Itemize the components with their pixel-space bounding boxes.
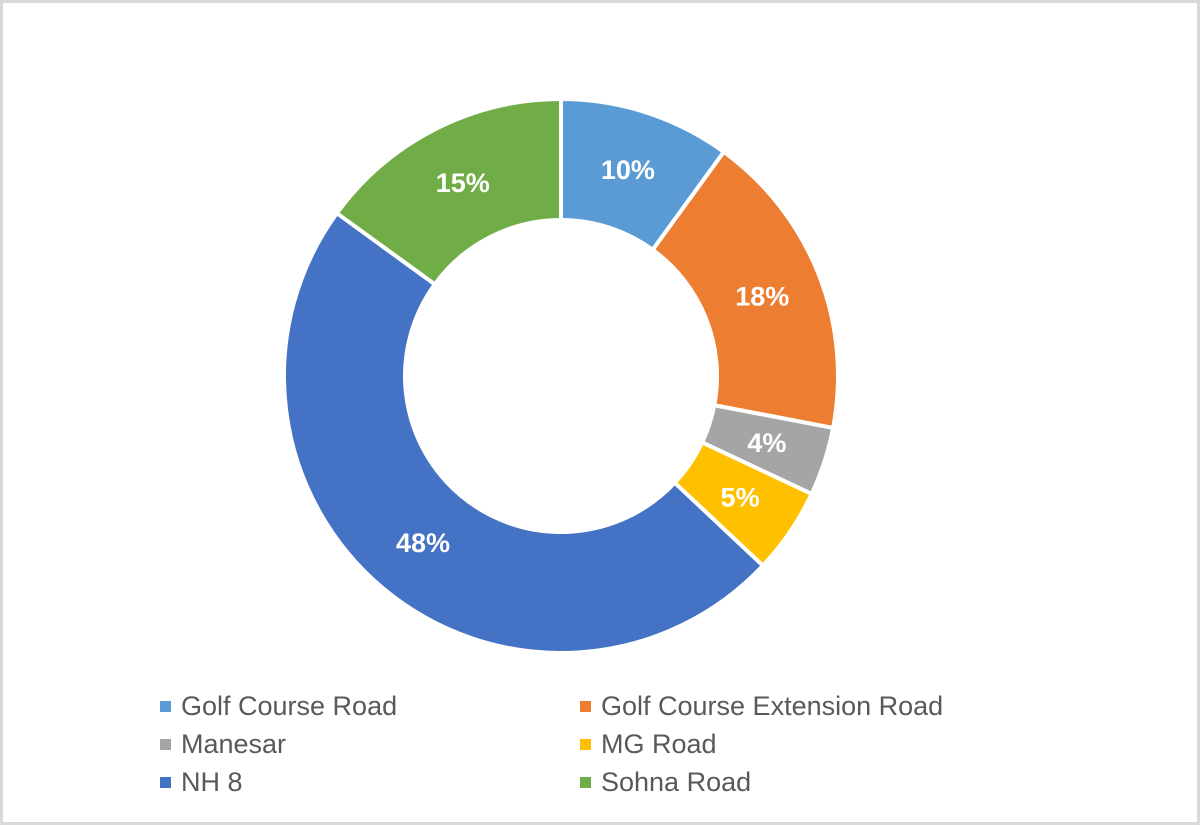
data-label-nh-8: 48% [396,528,450,558]
data-label-manesar: 4% [747,428,786,458]
legend-item-golf-course-extension-road: Golf Course Extension Road [580,688,1020,724]
data-label-sohna-road: 15% [436,168,490,198]
legend-item-golf-course-road: Golf Course Road [160,688,580,724]
donut-slices [282,97,840,655]
legend-swatch [580,700,591,712]
data-label-golf-course-road: 10% [601,155,655,185]
slice-sohna-road [334,97,563,287]
legend-label: NH 8 [181,766,243,797]
legend-item-sohna-road: Sohna Road [580,764,1020,800]
chart-legend: Golf Course Road Golf Course Extension R… [160,688,1020,800]
data-label-golf-course-extension-road: 18% [735,281,789,311]
slice-nh-8 [282,211,765,655]
legend-swatch [580,738,591,750]
legend-label: MG Road [601,728,717,759]
legend-item-manesar: Manesar [160,726,580,762]
legend-swatch [160,738,171,750]
legend-item-mg-road: MG Road [580,726,1020,762]
legend-swatch [160,776,171,788]
legend-swatch [580,776,591,788]
legend-label: Manesar [181,728,287,759]
legend-label: Golf Course Road [181,690,398,721]
slice-golf-course-extension-road [650,149,840,430]
legend-label: Sohna Road [601,766,752,797]
slice-labels: 10% 18% 4% 5% 48% 15% [396,155,789,558]
legend-label: Golf Course Extension Road [601,690,944,721]
legend-swatch [160,700,171,712]
legend-item-nh-8: NH 8 [160,764,580,800]
data-label-mg-road: 5% [721,483,760,513]
